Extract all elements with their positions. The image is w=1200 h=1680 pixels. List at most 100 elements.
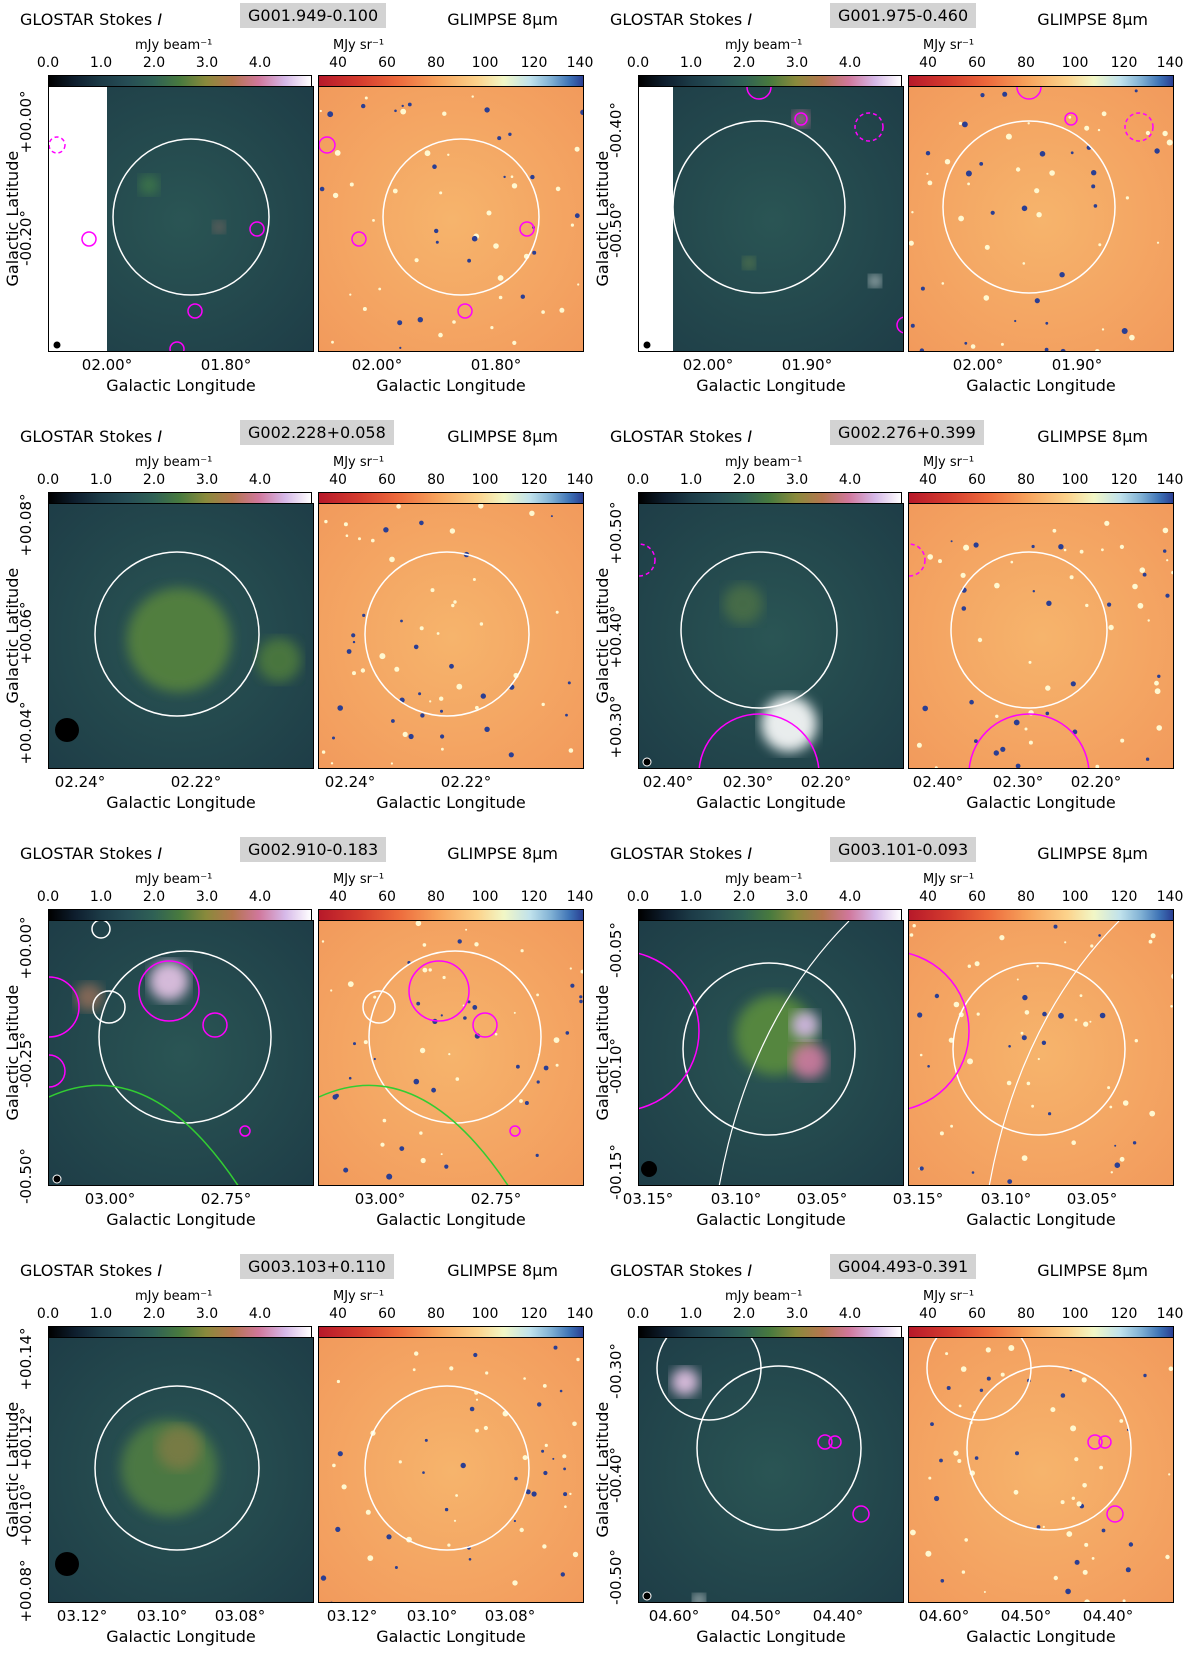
star-point <box>441 747 444 751</box>
star-point <box>1015 167 1021 172</box>
star-point <box>1091 184 1096 189</box>
colorbar-tick: 4.0 <box>248 889 272 905</box>
star-point <box>939 1458 943 1463</box>
colorbar-tick: 140 <box>566 472 594 488</box>
y-axis-label: Galactic Latitude <box>593 984 612 1121</box>
star-point <box>402 731 408 737</box>
star-point <box>1089 1020 1092 1023</box>
star-point <box>1045 685 1051 691</box>
colorbar-tick: 80 <box>427 472 445 488</box>
star-point <box>567 681 571 685</box>
star-point <box>1108 624 1114 631</box>
star-point <box>1148 939 1153 944</box>
star-point <box>1066 1531 1073 1537</box>
star-point <box>397 320 403 326</box>
hii-region-circle <box>1124 112 1154 142</box>
star-point <box>520 949 524 953</box>
star-point <box>565 713 568 717</box>
star-point <box>1022 262 1026 265</box>
star-point <box>373 1057 376 1061</box>
star-point <box>364 96 368 100</box>
x-tick-label: 03.05° <box>1066 1190 1118 1208</box>
snr-candidate-circle <box>696 1365 862 1531</box>
hii-region-circle <box>138 960 200 1022</box>
star-point <box>1008 1345 1015 1351</box>
glimpse-map <box>908 1337 1174 1603</box>
colorbar-tick: 2.0 <box>142 472 166 488</box>
star-point <box>436 632 440 635</box>
glimpse-map <box>318 503 584 769</box>
star-point <box>964 1538 968 1542</box>
x-axis-label: Galactic Longitude <box>966 1210 1116 1229</box>
star-point <box>1082 1569 1088 1575</box>
colorbar-tick: 2.0 <box>142 889 166 905</box>
star-point <box>580 969 583 974</box>
star-point <box>460 1462 466 1469</box>
source-name: G001.975-0.460 <box>830 3 977 28</box>
image-background <box>909 1338 1173 1602</box>
x-tick-label: 04.40° <box>812 1607 864 1625</box>
x-tick-label: 02.75° <box>470 1190 522 1208</box>
star-point <box>1060 1500 1065 1505</box>
glostar-title: GLOSTAR Stokes I <box>610 1261 752 1280</box>
hii-region-circle <box>909 543 926 577</box>
star-point <box>472 1005 478 1010</box>
star-point <box>919 1166 924 1171</box>
star-point <box>1120 738 1125 743</box>
star-point <box>1081 1377 1087 1383</box>
star-point <box>563 1492 568 1497</box>
beam-marker <box>52 1174 62 1184</box>
star-point <box>919 348 925 351</box>
star-point <box>485 1371 489 1375</box>
x-tick-label: 02.22° <box>440 773 492 791</box>
star-point <box>1119 544 1124 549</box>
x-tick-label: 01.90° <box>1051 356 1103 374</box>
star-point <box>449 663 454 669</box>
colorbar-tick: 100 <box>1061 55 1089 71</box>
star-point <box>1157 674 1161 678</box>
star-point <box>1171 973 1173 980</box>
star-point <box>1079 994 1083 997</box>
colorbar-tick: 120 <box>1110 472 1138 488</box>
x-tick-label: 02.24° <box>54 773 106 791</box>
star-point <box>472 578 476 581</box>
source-name: G002.228+0.058 <box>240 420 394 445</box>
colorbar-tick: 40 <box>919 1306 937 1322</box>
star-point <box>399 1146 405 1151</box>
star-point <box>1147 619 1150 622</box>
star-point <box>1166 559 1169 562</box>
hii-region-circle <box>49 136 66 154</box>
hii-region-circle <box>896 316 903 334</box>
star-point <box>372 219 375 222</box>
star-point <box>1101 328 1105 331</box>
star-point <box>408 733 414 740</box>
colorbar-tick: 3.0 <box>195 889 219 905</box>
star-point <box>543 1065 549 1071</box>
y-tick-label: -00.05° <box>607 922 625 978</box>
star-point <box>1166 139 1173 146</box>
star-point <box>529 510 535 516</box>
x-tick-label: 02.00° <box>81 356 133 374</box>
star-point <box>363 1040 368 1045</box>
star-point <box>508 132 512 136</box>
colorbar-tick: 80 <box>1017 1306 1035 1322</box>
glimpse-title: GLIMPSE 8μm <box>447 427 558 446</box>
star-point <box>995 714 999 718</box>
star-point <box>569 967 572 970</box>
star-point <box>984 244 990 250</box>
star-point <box>1021 205 1028 212</box>
colorbar-tick: 1.0 <box>89 472 113 488</box>
hii-region-circle <box>1106 1505 1124 1523</box>
star-point <box>1027 122 1030 125</box>
star-point <box>383 527 389 533</box>
glostar-unit: mJy beam⁻¹ <box>135 38 213 53</box>
glostar-title: GLOSTAR Stokes I <box>20 1261 162 1280</box>
star-point <box>912 924 916 928</box>
colorbar-tick: 60 <box>378 1306 396 1322</box>
snr-candidate-circle <box>362 990 396 1024</box>
star-point <box>390 762 393 765</box>
colorbar-tick: 0.0 <box>36 55 60 71</box>
star-point <box>513 1011 516 1014</box>
star-point <box>513 1519 516 1523</box>
